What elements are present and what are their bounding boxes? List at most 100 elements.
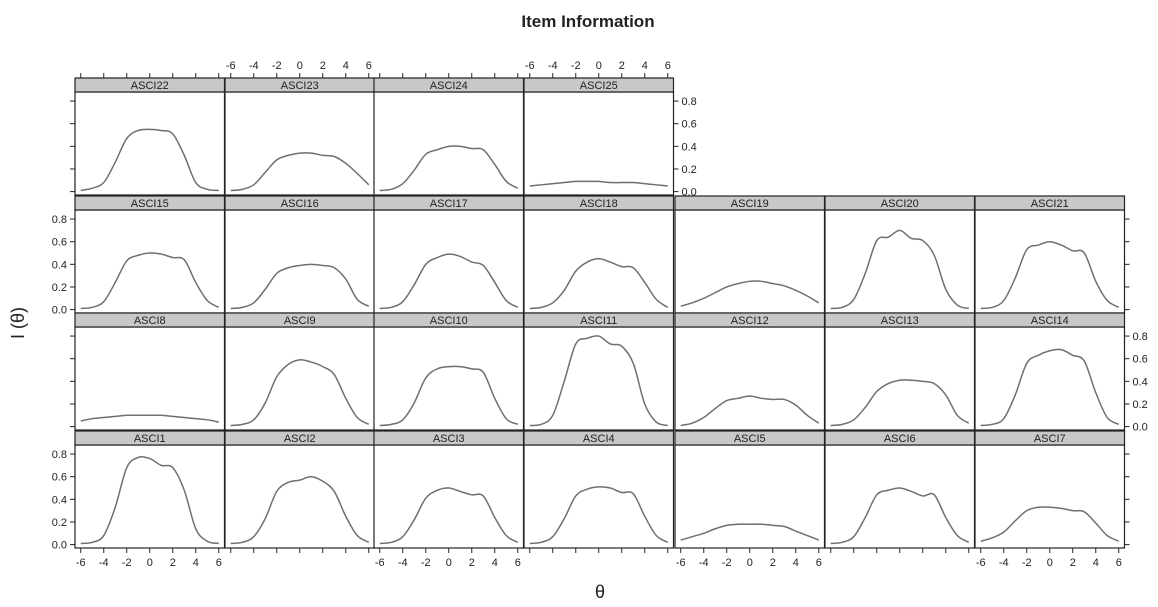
y-tick-label: 0.0 — [1133, 422, 1148, 434]
panel-asci14: ASCI14 — [974, 312, 1126, 431]
panel-asci12: ASCI12 — [674, 312, 826, 431]
information-curve-asci11 — [529, 335, 668, 427]
x-tick-label: 6 — [515, 557, 521, 569]
panel-frame — [674, 209, 826, 314]
panel-frame — [224, 444, 376, 549]
panel-strip-label: ASCI10 — [430, 315, 468, 327]
x-tick-label: -6 — [976, 557, 986, 569]
panel-asci9: ASCI9 — [224, 312, 376, 431]
x-tick-label: 0 — [297, 60, 303, 72]
panel-asci16: ASCI16 — [224, 195, 376, 314]
panel-frame — [373, 326, 525, 431]
x-tick-label: 0 — [1047, 557, 1053, 569]
y-axis-row3 — [70, 335, 75, 428]
x-tick-label: 2 — [770, 557, 776, 569]
panel-frame — [824, 209, 976, 314]
x-tick-label: -2 — [272, 60, 282, 72]
x-tick-label: 4 — [193, 557, 199, 569]
panel-frame — [373, 444, 525, 549]
y-tick-label: 0.2 — [1133, 399, 1148, 411]
information-curve-asci15 — [80, 252, 220, 310]
panel-asci4: ASCI4 — [523, 430, 675, 549]
x-tick-label: -2 — [722, 557, 732, 569]
panel-frame — [224, 326, 376, 431]
y-tick-label: 0.2 — [52, 282, 67, 294]
panel-strip — [974, 430, 1126, 446]
information-curve-asci10 — [379, 365, 519, 427]
x-axis-col2 — [230, 548, 370, 553]
x-axis-col5: -6 -4 -2 0 2 4 6 — [676, 548, 822, 569]
panel-strip-label: ASCI3 — [433, 433, 465, 445]
information-curve-asci1 — [80, 456, 219, 545]
panel-strip — [523, 195, 675, 211]
panel-strip — [523, 312, 675, 328]
y-axis-row4: 0.0 0.2 0.4 0.6 0.8 — [52, 449, 75, 552]
x-tick-label: 6 — [366, 60, 372, 72]
panel-frame — [373, 91, 525, 196]
panel-asci21: ASCI21 — [974, 195, 1126, 314]
x-tick-label: 4 — [492, 557, 498, 569]
x-axis-col3 — [379, 73, 519, 78]
panel-asci1: ASCI1 — [74, 430, 226, 549]
information-curve-asci24 — [379, 145, 519, 192]
panel-asci19: ASCI19 — [674, 195, 826, 314]
panel-asci6: ASCI6 — [824, 430, 976, 549]
information-curve-asci5 — [680, 523, 820, 541]
y-axis-row4 — [1124, 453, 1130, 546]
y-tick-label: 0.6 — [52, 237, 67, 249]
panel-frame — [74, 444, 226, 549]
information-curve-asci6 — [830, 487, 970, 545]
x-tick-label: -6 — [676, 557, 686, 569]
y-tick-label: 0.8 — [52, 449, 67, 461]
panel-asci11: ASCI11 — [523, 312, 675, 431]
panel-strip-label: ASCI15 — [131, 198, 169, 210]
panel-strip-label: ASCI2 — [284, 433, 316, 445]
x-tick-label: -6 — [525, 60, 535, 72]
x-tick-label: -4 — [398, 557, 408, 569]
x-tick-label: 2 — [619, 60, 625, 72]
panel-strip-label: ASCI7 — [1034, 433, 1066, 445]
panel-frame — [224, 91, 376, 196]
panel-strip — [523, 430, 675, 446]
x-axis-col4: -6 -4 -2 0 2 4 6 — [525, 60, 671, 78]
panel-strip-label: ASCI11 — [580, 315, 617, 327]
y-tick-label: 0.2 — [52, 517, 67, 529]
panel-asci3: ASCI3 — [373, 430, 525, 549]
chart-title: Item Information — [521, 12, 654, 31]
panel-asci23: ASCI23 — [224, 77, 376, 196]
information-curve-asci12 — [680, 395, 820, 427]
panel-frame — [824, 444, 976, 549]
x-tick-label: 2 — [170, 557, 176, 569]
information-curve-asci18 — [529, 257, 669, 310]
panel-frame — [974, 326, 1126, 431]
panel-asci10: ASCI10 — [373, 312, 525, 431]
panel-asci24: ASCI24 — [373, 77, 525, 196]
y-tick-label: 0.0 — [52, 540, 67, 552]
x-tick-label: 4 — [642, 60, 648, 72]
panel-strip — [974, 195, 1126, 211]
information-curve-asci21 — [980, 240, 1120, 310]
panel-frame — [974, 444, 1126, 549]
y-tick-label: 0.4 — [1133, 376, 1148, 388]
y-tick-label: 0.0 — [682, 187, 697, 199]
panel-asci22: ASCI22 — [74, 77, 226, 196]
panel-asci17: ASCI17 — [373, 195, 525, 314]
information-curve-asci17 — [379, 253, 519, 310]
information-curve-asci8 — [80, 414, 219, 423]
y-tick-label: 0.4 — [52, 259, 67, 271]
information-curve-asci9 — [230, 359, 370, 427]
information-curve-asci2 — [230, 475, 370, 545]
panel-strip-label: ASCI18 — [580, 198, 618, 210]
panel-frame — [523, 326, 675, 431]
y-axis-row1 — [70, 100, 75, 193]
x-axis-col4 — [529, 548, 669, 553]
panel-strip-label: ASCI19 — [731, 198, 769, 210]
panel-strip-label: ASCI12 — [731, 315, 769, 327]
x-tick-label: -4 — [999, 557, 1009, 569]
y-tick-label: 0.8 — [1133, 331, 1148, 343]
y-tick-label: 0.6 — [682, 119, 697, 131]
y-axis-row1: 0.0 0.2 0.4 0.6 0.8 — [673, 96, 697, 199]
x-tick-label: -2 — [571, 60, 581, 72]
x-axis-title: θ — [595, 582, 605, 602]
